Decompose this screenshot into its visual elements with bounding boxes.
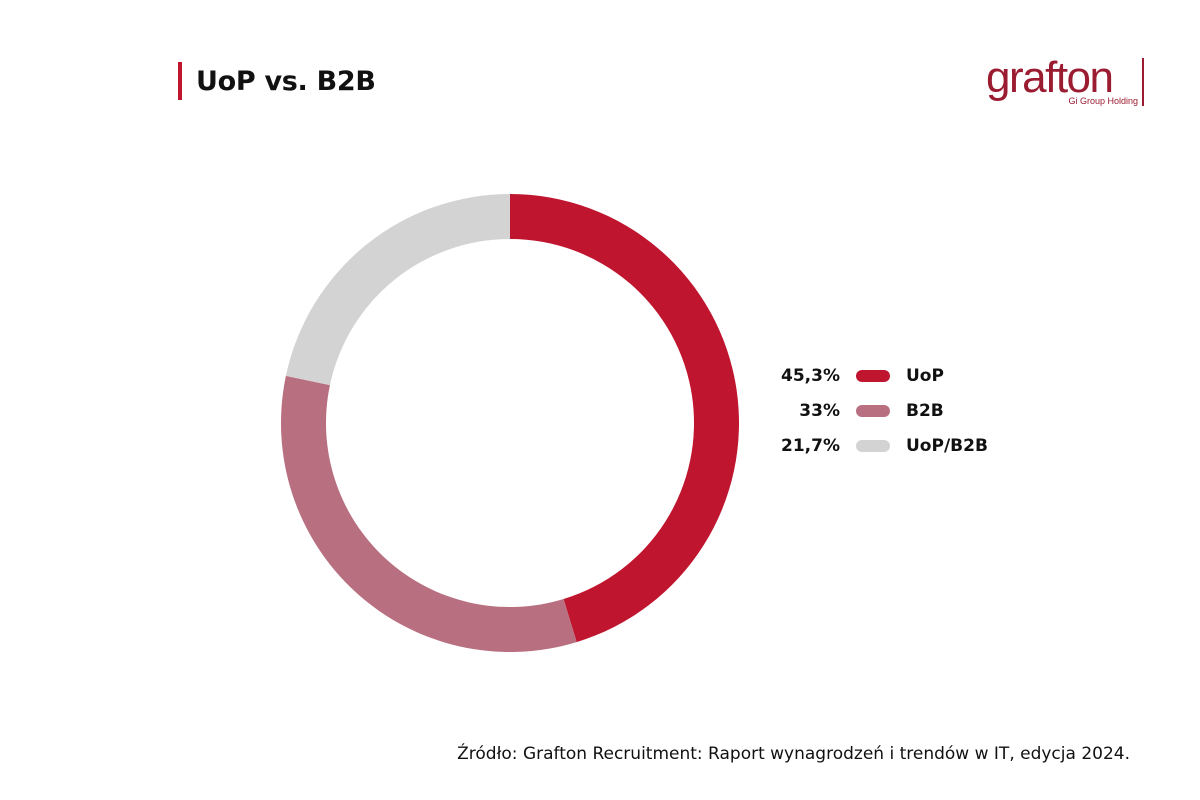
- legend-value-uop-b2b: 21,7%: [781, 435, 840, 456]
- legend-swatch-uop-b2b: [856, 439, 890, 452]
- donut-slice-uop-b2b: [285, 194, 510, 386]
- donut-slice-b2b: [281, 375, 577, 653]
- chart-legend: 45,3% UoP 33% B2B 21,7% UoP/B2B: [760, 358, 988, 463]
- chart-title-block: UoP vs. B2B: [178, 62, 376, 100]
- legend-value-uop: 45,3%: [781, 365, 840, 386]
- legend-swatch-uop: [856, 369, 890, 382]
- legend-item-uop: 45,3% UoP: [760, 358, 988, 393]
- legend-item-b2b: 33% B2B: [760, 393, 988, 428]
- legend-label-b2b: B2B: [906, 400, 944, 421]
- donut-chart: [281, 194, 740, 653]
- legend-label-uop-b2b: UoP/B2B: [906, 435, 988, 456]
- legend-item-uop-b2b: 21,7% UoP/B2B: [760, 428, 988, 463]
- grafton-logo: grafton Gi Group Holding: [986, 54, 1156, 110]
- donut-slice-uop: [510, 194, 740, 643]
- title-accent-bar: [178, 62, 182, 100]
- legend-swatch-b2b: [856, 404, 890, 417]
- logo-divider: [1142, 58, 1144, 106]
- source-note: Źródło: Grafton Recruitment: Raport wyna…: [457, 744, 1130, 764]
- chart-title: UoP vs. B2B: [196, 65, 376, 97]
- logo-subtitle: Gi Group Holding: [1068, 96, 1138, 106]
- legend-label-uop: UoP: [906, 365, 944, 386]
- logo-wordmark: grafton: [986, 53, 1114, 102]
- legend-value-b2b: 33%: [799, 400, 840, 421]
